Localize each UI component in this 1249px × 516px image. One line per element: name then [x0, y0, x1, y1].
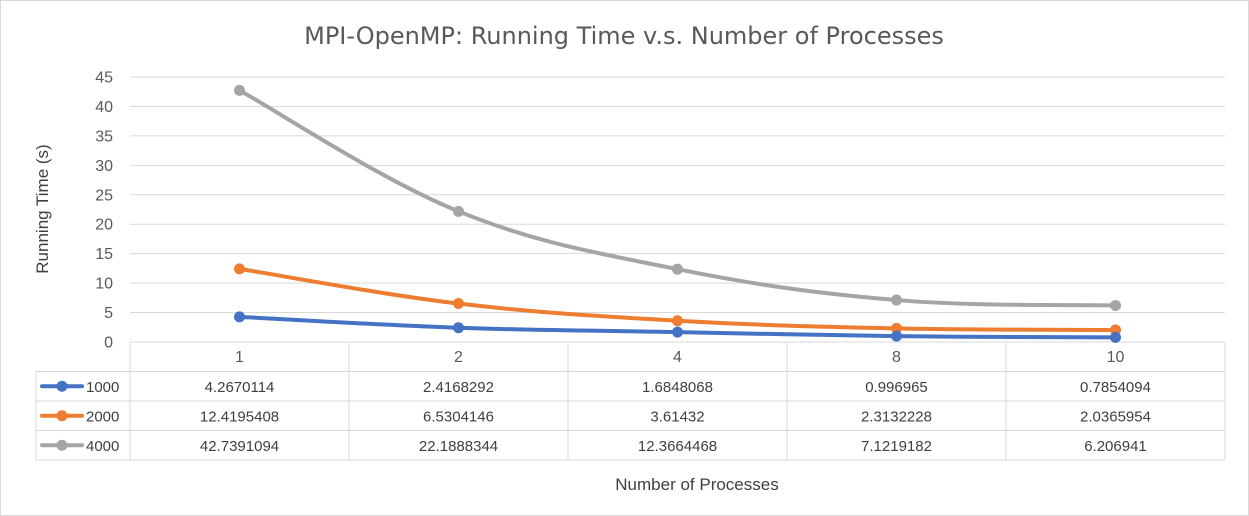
y-axis-ticks: 0 5 10 15 20 25 30 35 40 45 [95, 70, 113, 352]
data-table-cell: 6.206941 [1084, 438, 1147, 455]
data-point-1000 [672, 326, 683, 338]
y-tick-label: 10 [95, 276, 113, 293]
data-table-cell: 6.5304146 [423, 408, 494, 425]
x-tick-label: 10 [1107, 349, 1125, 366]
y-tick-label: 0 [104, 335, 113, 352]
data-point-4000 [1110, 299, 1121, 311]
y-tick-label: 45 [95, 70, 113, 87]
x-tick-label: 8 [892, 349, 901, 366]
data-point-2000 [234, 263, 245, 275]
data-point-1000 [891, 330, 902, 342]
data-table-cell: 3.61432 [650, 408, 704, 425]
data-point-2000 [891, 322, 902, 334]
x-tick-label: 2 [454, 349, 463, 366]
y-tick-label: 25 [95, 187, 113, 204]
legend-label-2000: 2000 [86, 408, 119, 425]
x-tick-label: 1 [235, 349, 244, 366]
legend-key-2000 [40, 410, 84, 422]
data-table-cell: 0.996965 [865, 379, 928, 396]
data-point-4000 [453, 205, 464, 217]
y-tick-label: 5 [104, 305, 113, 322]
y-tick-label: 20 [95, 217, 113, 234]
data-point-4000 [672, 263, 683, 275]
data-table-cell: 42.7391094 [200, 438, 279, 455]
series-1000 [234, 311, 1121, 343]
data-point-1000 [453, 322, 464, 334]
data-point-2000 [672, 315, 683, 327]
legend-key-1000 [40, 380, 84, 392]
data-table-cell: 1.6848068 [642, 379, 713, 396]
y-tick-label: 35 [95, 128, 113, 145]
x-tick-label: 4 [673, 349, 682, 366]
data-table-cell: 2.4168292 [423, 379, 494, 396]
data-point-4000 [234, 84, 245, 96]
data-table-cell: 2.3132228 [861, 408, 932, 425]
data-point-4000 [891, 294, 902, 306]
data-table-cell: 7.1219182 [861, 438, 932, 455]
data-point-2000 [453, 298, 464, 310]
data-table-cell: 4.2670114 [205, 379, 275, 396]
y-tick-label: 40 [95, 99, 113, 116]
data-point-1000 [234, 311, 245, 323]
legend-key-4000 [40, 439, 84, 451]
y-tick-label: 30 [95, 158, 113, 175]
data-table: 1 2 4 8 10 1000 4.2670114 2.4168292 1.6848068 0.9… [35, 341, 1226, 461]
data-table-cell: 12.4195408 [200, 408, 279, 425]
x-axis-title: Number of Processes [615, 475, 778, 494]
y-axis-title: Running Time (s) [33, 144, 52, 273]
series-lines [234, 84, 1121, 343]
legend-label-1000: 1000 [86, 379, 119, 396]
data-table-cell: 12.3664468 [638, 438, 717, 455]
series-2000 [234, 263, 1121, 336]
y-tick-label: 15 [95, 246, 113, 263]
data-point-1000 [1110, 331, 1121, 343]
legend-label-4000: 4000 [86, 438, 119, 455]
data-table-cell: 22.1888344 [419, 438, 498, 455]
chart-title: MPI-OpenMP: Running Time v.s. Number of … [304, 22, 944, 50]
data-table-cell: 2.0365954 [1080, 408, 1151, 425]
series-4000 [234, 84, 1121, 311]
data-table-cell: 0.7854094 [1080, 379, 1151, 396]
